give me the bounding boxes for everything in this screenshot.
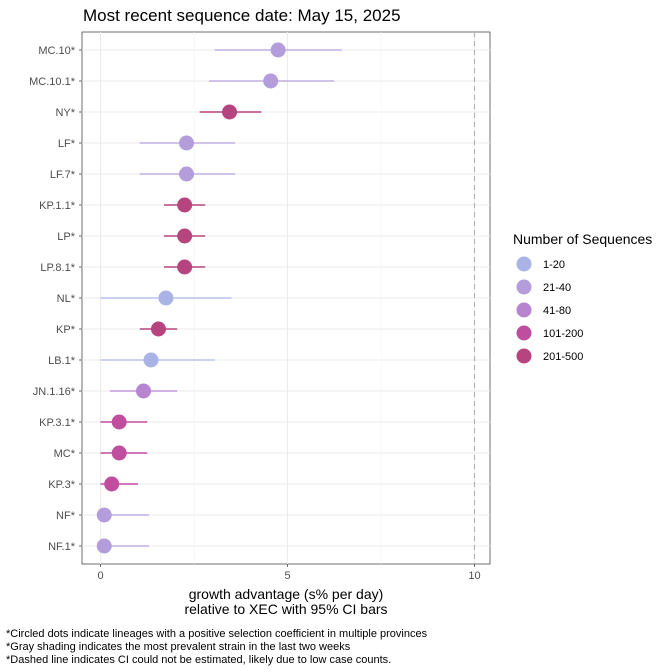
y-tick-label: LB.1* [48, 355, 76, 367]
y-tick-label: MC.10* [38, 45, 75, 57]
y-tick-label: LP* [57, 231, 75, 243]
data-point [263, 73, 279, 89]
y-tick-label: NL* [57, 293, 76, 305]
data-point [96, 507, 112, 523]
data-point [143, 352, 159, 368]
legend-label: 41-80 [543, 305, 571, 317]
y-tick-label: NF* [56, 510, 76, 522]
y-tick-label: MC* [54, 448, 76, 460]
y-tick-label: LP.8.1* [40, 262, 75, 274]
data-point [136, 383, 152, 399]
legend-key [516, 256, 532, 272]
y-tick-label: KP.1.1* [39, 200, 76, 212]
data-point [177, 197, 193, 213]
y-tick-label: KP* [56, 324, 76, 336]
legend-key [516, 325, 532, 341]
x-axis-ticks: 0 5 10 [97, 564, 481, 582]
data-point [270, 42, 286, 58]
points [96, 42, 286, 554]
data-point [111, 445, 127, 461]
y-tick-label: MC.10.1* [29, 76, 76, 88]
legend-key [516, 302, 532, 318]
data-point [111, 414, 127, 430]
legend-key [516, 279, 532, 295]
y-tick-label: LF* [58, 138, 76, 150]
legend-key [516, 348, 532, 364]
data-point [177, 259, 193, 275]
x-tick-label: 10 [468, 570, 480, 582]
x-axis-title-line2: relative to XEC with 95% CI bars [184, 601, 387, 617]
legend-label: 101-200 [543, 328, 583, 340]
legend-label: 1-20 [543, 259, 565, 271]
data-point [179, 166, 195, 182]
footnote-1: *Circled dots indicate lineages with a p… [6, 628, 428, 640]
y-tick-label: KP.3* [48, 479, 75, 491]
legend-label: 21-40 [543, 282, 571, 294]
data-point [222, 104, 238, 120]
chart-title: Most recent sequence date: May 15, 2025 [83, 6, 401, 25]
data-point [150, 321, 166, 337]
legend: 1-20 21-40 41-80 101-200 201-500 [516, 256, 583, 364]
data-point [177, 228, 193, 244]
y-tick-label: LF.7* [50, 169, 76, 181]
footnote-3: *Dashed line indicates CI could not be e… [6, 654, 391, 666]
legend-label: 201-500 [543, 351, 583, 363]
footnotes: *Circled dots indicate lineages with a p… [6, 628, 428, 666]
x-axis-title-line1: growth advantage (s% per day) [189, 586, 384, 602]
data-point [179, 135, 195, 151]
y-tick-label: JN.1.16* [33, 386, 76, 398]
legend-title: Number of Sequences [513, 231, 652, 247]
y-axis-labels: MC.10* MC.10.1* NY* LF* LF.7* KP.1.1* LP* LP.8.… [29, 45, 82, 553]
x-tick-label: 0 [97, 570, 103, 582]
y-tick-label: KP.3.1* [39, 417, 76, 429]
y-tick-label: NF.1* [48, 541, 76, 553]
y-tick-label: NY* [55, 107, 75, 119]
data-point [96, 538, 112, 554]
data-point [158, 290, 174, 306]
x-tick-label: 5 [284, 570, 290, 582]
data-point [104, 476, 120, 492]
footnote-2: *Gray shading indicates the most prevale… [6, 641, 351, 653]
